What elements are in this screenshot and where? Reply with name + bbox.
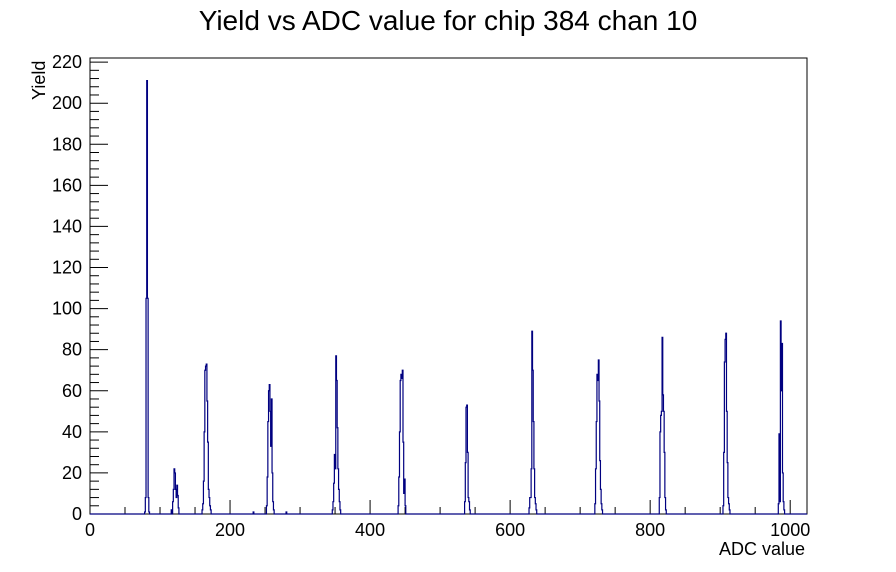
y-axis-label: Yield [29,61,49,100]
x-tick-label: 200 [215,520,245,540]
x-axis-label: ADC value [719,539,805,559]
y-tick-label: 120 [52,258,82,278]
y-tick-label: 100 [52,299,82,319]
x-tick-label: 800 [635,520,665,540]
x-tick-label: 1000 [770,520,810,540]
x-tick-label: 0 [85,520,95,540]
y-tick-label: 0 [72,504,82,524]
y-tick-label: 200 [52,93,82,113]
y-tick-label: 60 [62,381,82,401]
y-tick-label: 80 [62,340,82,360]
y-axis: 0 20 40 60 80 100 120 140 160 180 200 220 [52,52,108,524]
x-tick-label: 400 [355,520,385,540]
y-tick-label: 140 [52,216,82,236]
y-tick-label: 20 [62,463,82,483]
y-tick-label: 180 [52,134,82,154]
histogram-series-line [90,79,807,515]
x-axis: 0 200 400 600 800 1000 [85,500,810,540]
y-tick-label: 220 [52,52,82,72]
y-tick-label: 40 [62,422,82,442]
chart-title: Yield vs ADC value for chip 384 chan 10 [199,5,698,36]
x-tick-label: 600 [495,520,525,540]
y-tick-label: 160 [52,175,82,195]
